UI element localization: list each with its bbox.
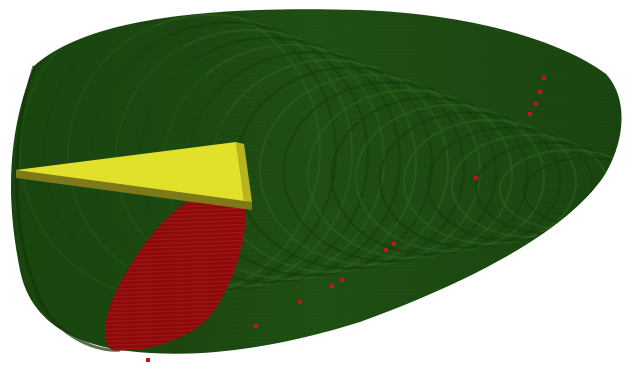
surface-marker-dot <box>534 102 538 106</box>
contour-ring <box>306 88 514 260</box>
surface-marker-dot <box>146 358 150 362</box>
surface-markers <box>146 76 546 362</box>
contour-ring <box>330 96 530 256</box>
contour-ring <box>378 111 562 249</box>
yellow-plane-top <box>16 142 252 202</box>
contour-ring <box>354 103 546 253</box>
surface-marker-dot <box>538 90 542 94</box>
contour-ring <box>258 73 482 267</box>
surface-marker-dot <box>542 76 546 80</box>
contour-ring <box>282 81 498 263</box>
yellow-plane-side <box>236 142 252 202</box>
surface-marker-dot <box>392 242 396 246</box>
surface-marker-dot <box>474 176 478 180</box>
contour-ring <box>402 118 578 246</box>
surface-marker-dot <box>330 284 334 288</box>
surface-marker-dot <box>298 300 302 304</box>
contour-ring <box>426 126 594 242</box>
surface-marker-dot <box>528 112 532 116</box>
surface-marker-dot <box>384 248 388 252</box>
surface-marker-dot <box>254 324 258 328</box>
yellow-plane-edge <box>16 170 252 210</box>
yellow-plane <box>16 142 252 210</box>
front-cap-rim <box>15 65 121 352</box>
surface-marker-dot <box>340 278 344 282</box>
